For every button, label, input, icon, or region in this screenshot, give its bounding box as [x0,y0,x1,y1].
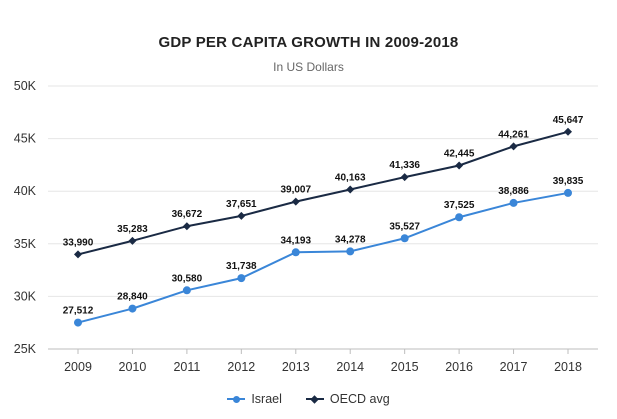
y-tick-label: 35K [14,237,37,251]
data-label-israel: 35,527 [389,221,420,232]
data-label-israel: 27,512 [63,306,94,317]
legend-swatch-oecd [305,394,324,404]
data-label-oecd: 44,261 [498,129,529,140]
data-label-oecd: 45,647 [553,115,584,126]
data-point-israel[interactable] [400,234,409,243]
data-point-oecd[interactable] [400,173,409,182]
data-label-oecd: 41,336 [389,160,420,171]
data-point-oecd[interactable] [455,161,464,170]
x-tick-label: 2012 [227,360,255,374]
legend-swatch-israel [227,394,246,404]
data-point-oecd[interactable] [346,185,355,194]
legend-label-oecd: OECD avg [329,392,390,406]
x-tick-label: 2017 [500,360,528,374]
series-layer: 27,512 28,840 30,580 31,738 34,193 34,278 35,5… [63,115,584,327]
x-tick-label: 2010 [119,360,147,374]
data-point-israel[interactable] [509,198,518,207]
y-tick-label: 50K [14,79,37,93]
data-label-israel: 37,525 [444,200,475,211]
data-point-israel[interactable] [182,286,191,295]
data-label-israel: 31,738 [226,261,257,272]
data-point-israel[interactable] [128,304,137,313]
y-tick-label: 30K [14,289,37,303]
data-point-israel[interactable] [346,247,355,256]
data-point-oecd[interactable] [128,236,137,245]
data-point-oecd[interactable] [74,250,82,259]
data-point-israel[interactable] [455,213,464,222]
data-point-oecd[interactable] [564,127,572,136]
legend-item-israel[interactable]: Israel [227,392,282,406]
data-label-israel: 39,835 [553,176,584,187]
data-label-oecd: 42,445 [444,148,475,159]
data-point-israel[interactable] [237,274,246,283]
y-tick-label: 40K [14,184,37,198]
data-point-oecd[interactable] [237,211,246,220]
data-point-israel[interactable] [74,318,82,327]
data-point-israel[interactable] [291,248,300,257]
gridlines [48,85,598,350]
series-line-israel [77,191,569,324]
y-tick-label: 25K [14,342,37,356]
data-label-oecd: 40,163 [335,172,366,183]
y-axis: 25K 30K 35K 40K 45K 50K [14,79,37,356]
data-label-oecd: 36,672 [172,209,203,220]
data-point-oecd[interactable] [509,142,518,151]
x-axis: 2009 2010 2011 2012 2013 2014 2015 2016 2017 2018 [64,349,582,374]
x-tick-label: 2015 [391,360,419,374]
y-tick-label: 45K [14,132,37,146]
x-tick-label: 2013 [282,360,310,374]
data-label-oecd: 35,283 [117,224,148,235]
data-label-israel: 34,278 [335,234,366,245]
legend: Israel OECD avg [0,392,617,406]
legend-item-oecd[interactable]: OECD avg [305,392,390,406]
data-point-oecd[interactable] [182,222,191,231]
data-label-oecd: 37,651 [226,199,257,210]
data-label-israel: 30,580 [172,273,203,284]
x-tick-label: 2009 [64,360,92,374]
series-line-oecd [77,130,569,256]
data-point-oecd[interactable] [291,197,300,206]
chart-title: GDP PER CAPITA GROWTH IN 2009-2018 [158,34,459,51]
legend-label-israel: Israel [251,392,282,406]
data-label-israel: 28,840 [117,292,148,303]
data-label-israel: 38,886 [498,186,529,197]
x-tick-label: 2011 [173,360,200,374]
x-tick-label: 2014 [336,360,364,374]
data-label-israel: 34,193 [280,235,311,246]
data-label-oecd: 39,007 [280,185,311,196]
chart-subtitle: In US Dollars [273,60,344,74]
data-label-oecd: 33,990 [63,237,94,248]
x-tick-label: 2016 [445,360,473,374]
data-point-israel[interactable] [564,188,572,197]
x-tick-label: 2018 [554,360,582,374]
